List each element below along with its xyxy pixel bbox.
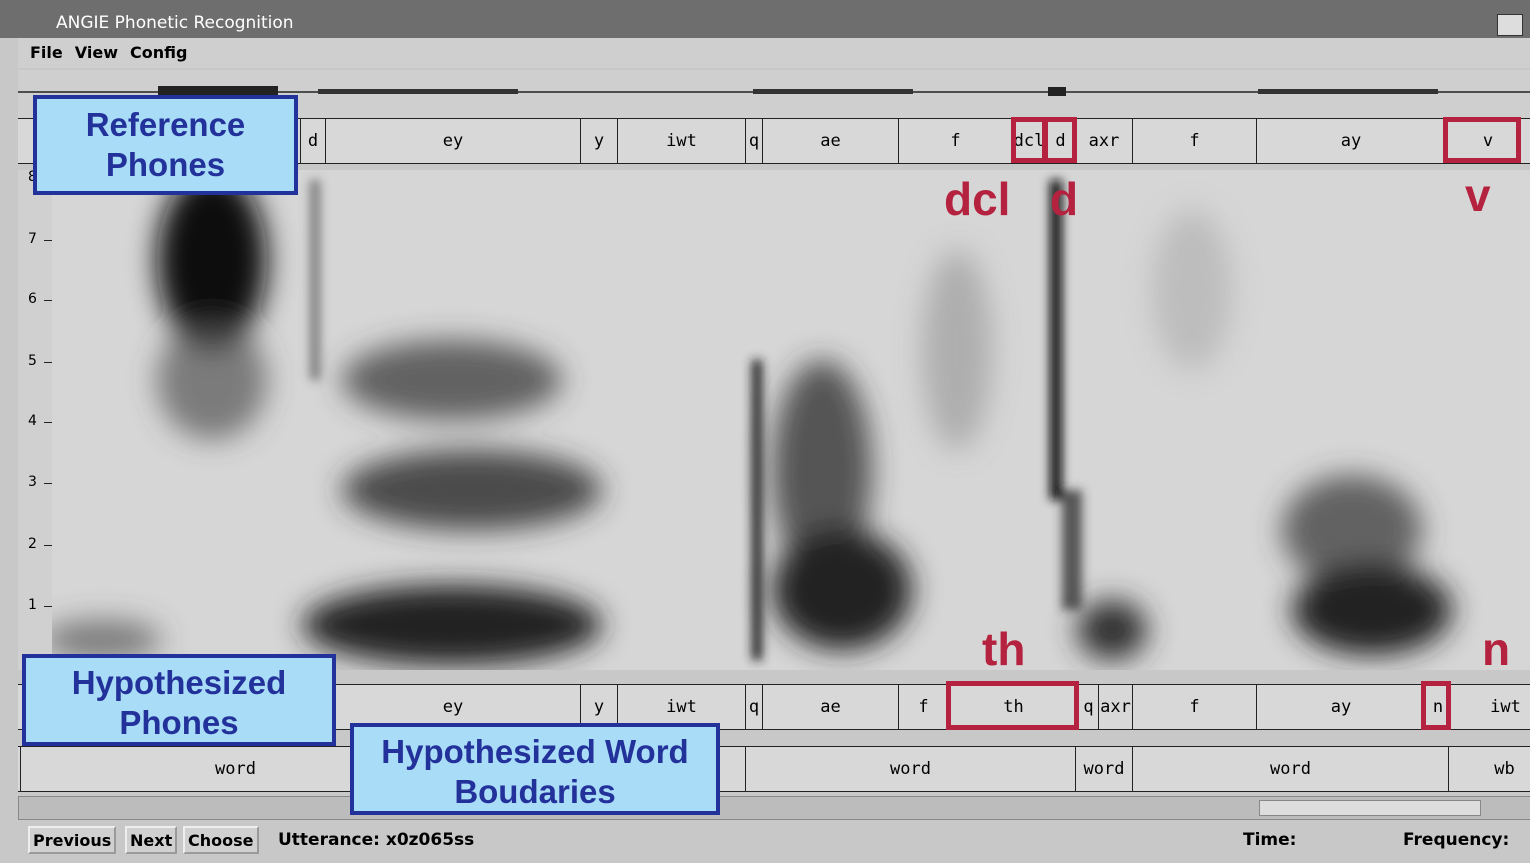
- phone-segment: axr: [1075, 119, 1132, 163]
- tick: [44, 362, 52, 363]
- phone-segment: ae: [762, 685, 898, 729]
- phone-annotation: d: [1050, 172, 1078, 226]
- next-button[interactable]: Next: [125, 826, 177, 854]
- phone-segment: iwt: [617, 119, 745, 163]
- phone-segment: q: [745, 685, 762, 729]
- word-segment: word: [745, 747, 1075, 791]
- frequency-label: 2: [28, 536, 37, 552]
- frequency-label: 5: [28, 353, 37, 369]
- highlight-box: [946, 681, 1079, 730]
- tick: [44, 300, 52, 301]
- menu-item[interactable]: Config: [130, 43, 187, 62]
- highlight-box: [1011, 117, 1047, 163]
- phone-annotation: v: [1465, 168, 1491, 222]
- phone-annotation: dcl: [944, 172, 1010, 226]
- app-window: ANGIE Phonetic Recognition File View Confi…: [0, 0, 1530, 863]
- phone-segment: f: [898, 685, 948, 729]
- spectrogram: [52, 170, 1530, 670]
- tick: [44, 422, 52, 423]
- phone-segment: f: [1132, 685, 1256, 729]
- tick: [44, 240, 52, 241]
- frequency-label: 1: [28, 597, 37, 613]
- phone-segment: axr: [1098, 685, 1132, 729]
- tick: [44, 545, 52, 546]
- scroll-thumb[interactable]: [1259, 800, 1481, 816]
- menu-bar: File View Config: [18, 38, 1530, 68]
- phone-annotation: n: [1482, 622, 1510, 676]
- phone-segment: q: [1078, 685, 1098, 729]
- frequency-label: 6: [28, 291, 37, 307]
- highlight-box: [1043, 117, 1077, 163]
- phone-segment: f: [898, 119, 1012, 163]
- tick: [44, 483, 52, 484]
- highlight-box: [1443, 117, 1521, 163]
- phone-segment: ae: [762, 119, 898, 163]
- menu-item[interactable]: View: [75, 43, 118, 62]
- phone-segment: ay: [1256, 119, 1445, 163]
- phone-segment: q: [745, 119, 762, 163]
- tick: [44, 606, 52, 607]
- word-segment: word: [1132, 747, 1448, 791]
- phone-segment: f: [1132, 119, 1256, 163]
- frequency-label: Frequency:: [1403, 826, 1509, 854]
- phone-segment: ey: [325, 119, 580, 163]
- word-segment: word: [1075, 747, 1132, 791]
- highlight-box: [1421, 681, 1451, 730]
- minimize-button[interactable]: [1497, 14, 1523, 36]
- frequency-label: 3: [28, 474, 37, 490]
- word-boundaries-note: Hypothesized Word Boudaries: [350, 723, 720, 815]
- choose-button[interactable]: Choose: [183, 826, 259, 854]
- word-segment: wb: [1448, 747, 1530, 791]
- phone-annotation: th: [982, 622, 1025, 676]
- previous-button[interactable]: Previous: [28, 826, 116, 854]
- title-bar: ANGIE Phonetic Recognition: [0, 0, 1530, 38]
- menu-item[interactable]: File: [30, 43, 63, 62]
- phone-segment: ay: [1256, 685, 1425, 729]
- scrollbar[interactable]: [18, 796, 1530, 820]
- phone-segment: y: [580, 119, 617, 163]
- reference-note: Reference Phones: [33, 95, 298, 195]
- frequency-label: 7: [28, 231, 37, 247]
- hypothesized-phones-note: Hypothesized Phones: [22, 654, 336, 746]
- frequency-label: 4: [28, 413, 37, 429]
- phone-segment: d: [300, 119, 325, 163]
- time-label: Time:: [1243, 826, 1296, 854]
- frequency-axis: 87654321: [18, 170, 53, 670]
- utterance-label: Utterance: x0z065ss: [278, 826, 474, 854]
- phone-segment: iwt: [1450, 685, 1530, 729]
